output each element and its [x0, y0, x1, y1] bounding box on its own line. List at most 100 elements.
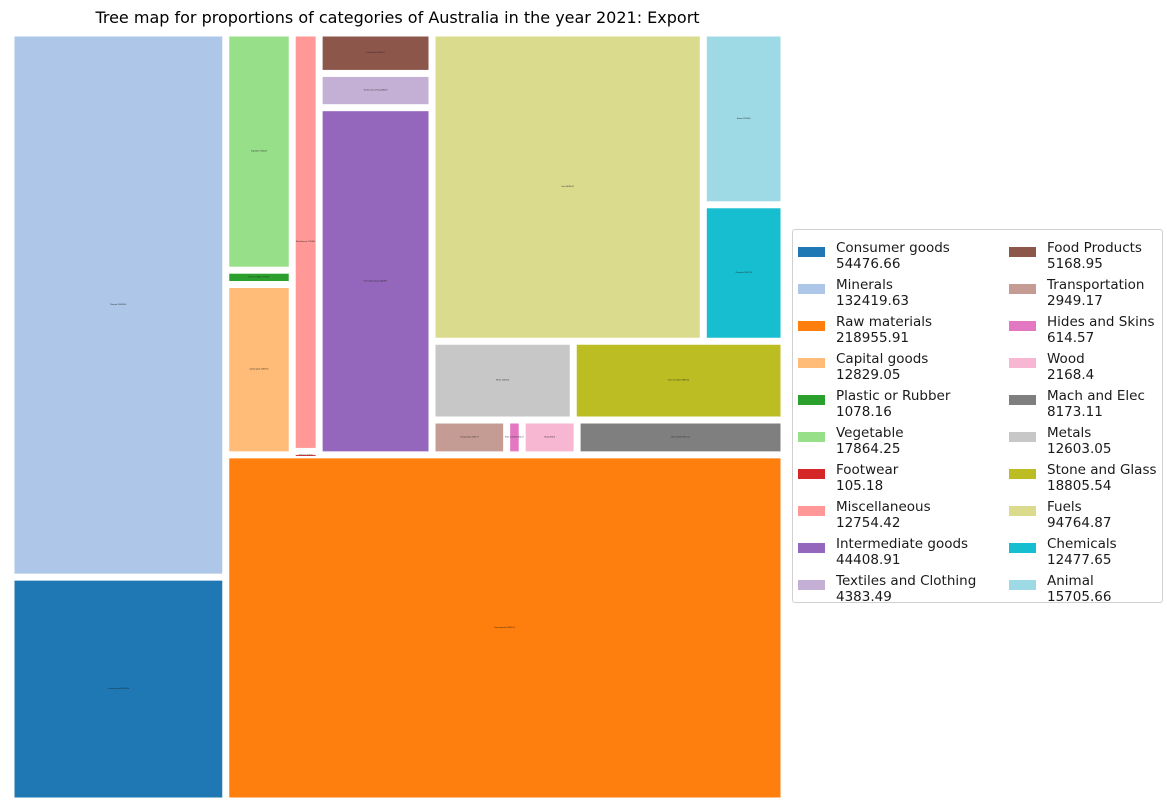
legend-label: Wood	[1047, 351, 1085, 367]
treemap-cell-label: Wood 2168.4	[544, 436, 555, 438]
treemap-cell-footwear	[295, 454, 316, 456]
legend-label: Food Products	[1047, 240, 1142, 256]
treemap-cell-label: Mach and Elec 8173.11	[671, 436, 690, 438]
legend-item-footwear: Footwear 105.18	[793, 459, 978, 496]
legend-swatch	[1009, 543, 1036, 553]
legend-item-consumer-goods: Consumer goods 54476.66	[793, 237, 978, 274]
treemap-cell-label: Consumer goods 54476.66	[108, 687, 130, 690]
legend-swatch	[1009, 580, 1036, 590]
legend-swatch	[1009, 247, 1036, 257]
legend-swatch	[1009, 432, 1036, 442]
legend-item-wood: Wood 2168.4	[1004, 348, 1175, 385]
legend-label: Chemicals	[1047, 536, 1117, 552]
legend-value: 17864.25	[836, 441, 901, 457]
legend-label: Transportation	[1047, 277, 1145, 293]
legend-swatch	[798, 395, 825, 405]
treemap-cell-plastic-or-rubber	[229, 273, 289, 282]
legend-label: Intermediate goods	[836, 536, 969, 552]
legend-value: 2949.17	[1047, 293, 1103, 309]
treemap-cell-textiles-and-clothing	[322, 76, 429, 105]
legend-value: 44408.91	[836, 552, 901, 568]
legend-swatch	[798, 321, 825, 331]
legend-label: Stone and Glass	[1047, 462, 1157, 478]
legend-item-vegetable: Vegetable 17864.25	[793, 422, 978, 459]
legend-label: Animal	[1047, 573, 1094, 589]
treemap-cell-wood	[525, 423, 574, 452]
treemap-cell-capital-goods	[229, 288, 289, 452]
legend-swatch	[798, 247, 825, 257]
legend-label: Metals	[1047, 425, 1092, 441]
legend-swatch	[1009, 321, 1036, 331]
legend-swatch	[798, 543, 825, 553]
treemap-plot: Minerals 132419.63 Consumer goods 54476.6…	[14, 36, 781, 798]
legend-item-intermediate-goods: Intermediate goods 44408.91	[793, 533, 978, 570]
treemap-cell-label: Minerals 132419.63	[110, 303, 126, 306]
legend-value: 12829.05	[836, 367, 901, 383]
legend-value: 18805.54	[1047, 478, 1112, 494]
treemap-cell-label: Food Products 5168.95	[366, 51, 384, 54]
legend-value: 94764.87	[1047, 515, 1112, 531]
legend-value: 54476.66	[836, 256, 901, 272]
legend-item-hides-and-skins: Hides and Skins 614.57	[1004, 311, 1175, 348]
legend-value: 12754.42	[836, 515, 901, 531]
chart-title: Tree map for proportions of categories o…	[95, 8, 700, 27]
treemap-cell-animal	[706, 36, 781, 202]
legend-item-stone-and-glass: Stone and Glass 18805.54	[1004, 459, 1175, 496]
legend-swatch	[798, 432, 825, 442]
legend-value: 12477.65	[1047, 552, 1112, 568]
treemap-cell-label: Transportation 2949.17	[460, 435, 479, 438]
legend-label: Hides and Skins	[1047, 314, 1155, 330]
legend-item-animal: Animal 15705.66	[1004, 570, 1175, 607]
legend-item-capital-goods: Capital goods 12829.05	[793, 348, 978, 385]
treemap-cell-metals	[435, 344, 570, 417]
treemap-cell-mach-and-elec	[580, 423, 781, 452]
treemap-cell-label: Footwear 105.18	[299, 453, 312, 456]
legend-swatch	[798, 580, 825, 590]
treemap-cell-fuels	[435, 36, 700, 338]
legend-value: 1078.16	[836, 404, 892, 420]
treemap-cell-label: Plastic or Rubber 1078.16	[249, 275, 270, 278]
treemap-cell-label: Raw materials 218955.91	[495, 626, 515, 629]
treemap-cell-label: Textiles and Clothing 4383.49	[364, 89, 388, 92]
legend-swatch	[798, 284, 825, 294]
legend: Consumer goods 54476.66 Minerals 132419.63 R…	[792, 229, 1163, 605]
legend-label: Consumer goods	[836, 240, 950, 256]
treemap-cell-minerals	[14, 36, 223, 574]
legend-swatch	[798, 506, 825, 516]
treemap-cell-chemicals	[706, 208, 781, 338]
legend-item-mach-and-elec: Mach and Elec 8173.11	[1004, 385, 1175, 422]
legend-swatch	[1009, 395, 1036, 405]
treemap-cell-food-products	[322, 36, 429, 70]
legend-label: Vegetable	[836, 425, 904, 441]
treemap-cell-label: Chemicals 12477.65	[735, 272, 751, 274]
legend-item-raw-materials: Raw materials 218955.91	[793, 311, 978, 348]
treemap-cell-label: Stone and Glass 18805.54	[668, 379, 689, 382]
legend-label: Footwear	[836, 462, 899, 478]
legend-swatch	[798, 358, 825, 368]
legend-item-fuels: Fuels 94764.87	[1004, 496, 1175, 533]
treemap-cell-vegetable	[229, 36, 289, 267]
legend-label: Miscellaneous	[836, 499, 931, 515]
legend-value: 614.57	[1047, 330, 1095, 346]
legend-label: Fuels	[1047, 499, 1082, 515]
treemap-cell-transportation	[435, 423, 504, 452]
legend-value: 218955.91	[836, 330, 910, 346]
legend-swatch	[1009, 469, 1036, 479]
legend-item-food-products: Food Products 5168.95	[1004, 237, 1175, 274]
legend-label: Plastic or Rubber	[836, 388, 951, 404]
treemap-cell-label: Fuels 94764.87	[562, 186, 574, 188]
legend-label: Textiles and Clothing	[836, 573, 977, 589]
legend-value: 12603.05	[1047, 441, 1112, 457]
treemap-cell-consumer-goods	[14, 580, 223, 798]
treemap-cell-stone-and-glass	[576, 344, 781, 417]
legend-item-chemicals: Chemicals 12477.65	[1004, 533, 1175, 570]
treemap-cell-raw-materials	[229, 458, 781, 798]
legend-item-metals: Metals 12603.05	[1004, 422, 1175, 459]
treemap-cell-label: Vegetable 17864.25	[251, 150, 267, 153]
legend-label: Minerals	[836, 277, 893, 293]
legend-item-transportation: Transportation 2949.17	[1004, 274, 1175, 311]
legend-swatch	[1009, 506, 1036, 516]
legend-swatch	[798, 469, 825, 479]
treemap-cell-miscellaneous	[295, 36, 316, 448]
legend-label: Capital goods	[836, 351, 929, 367]
